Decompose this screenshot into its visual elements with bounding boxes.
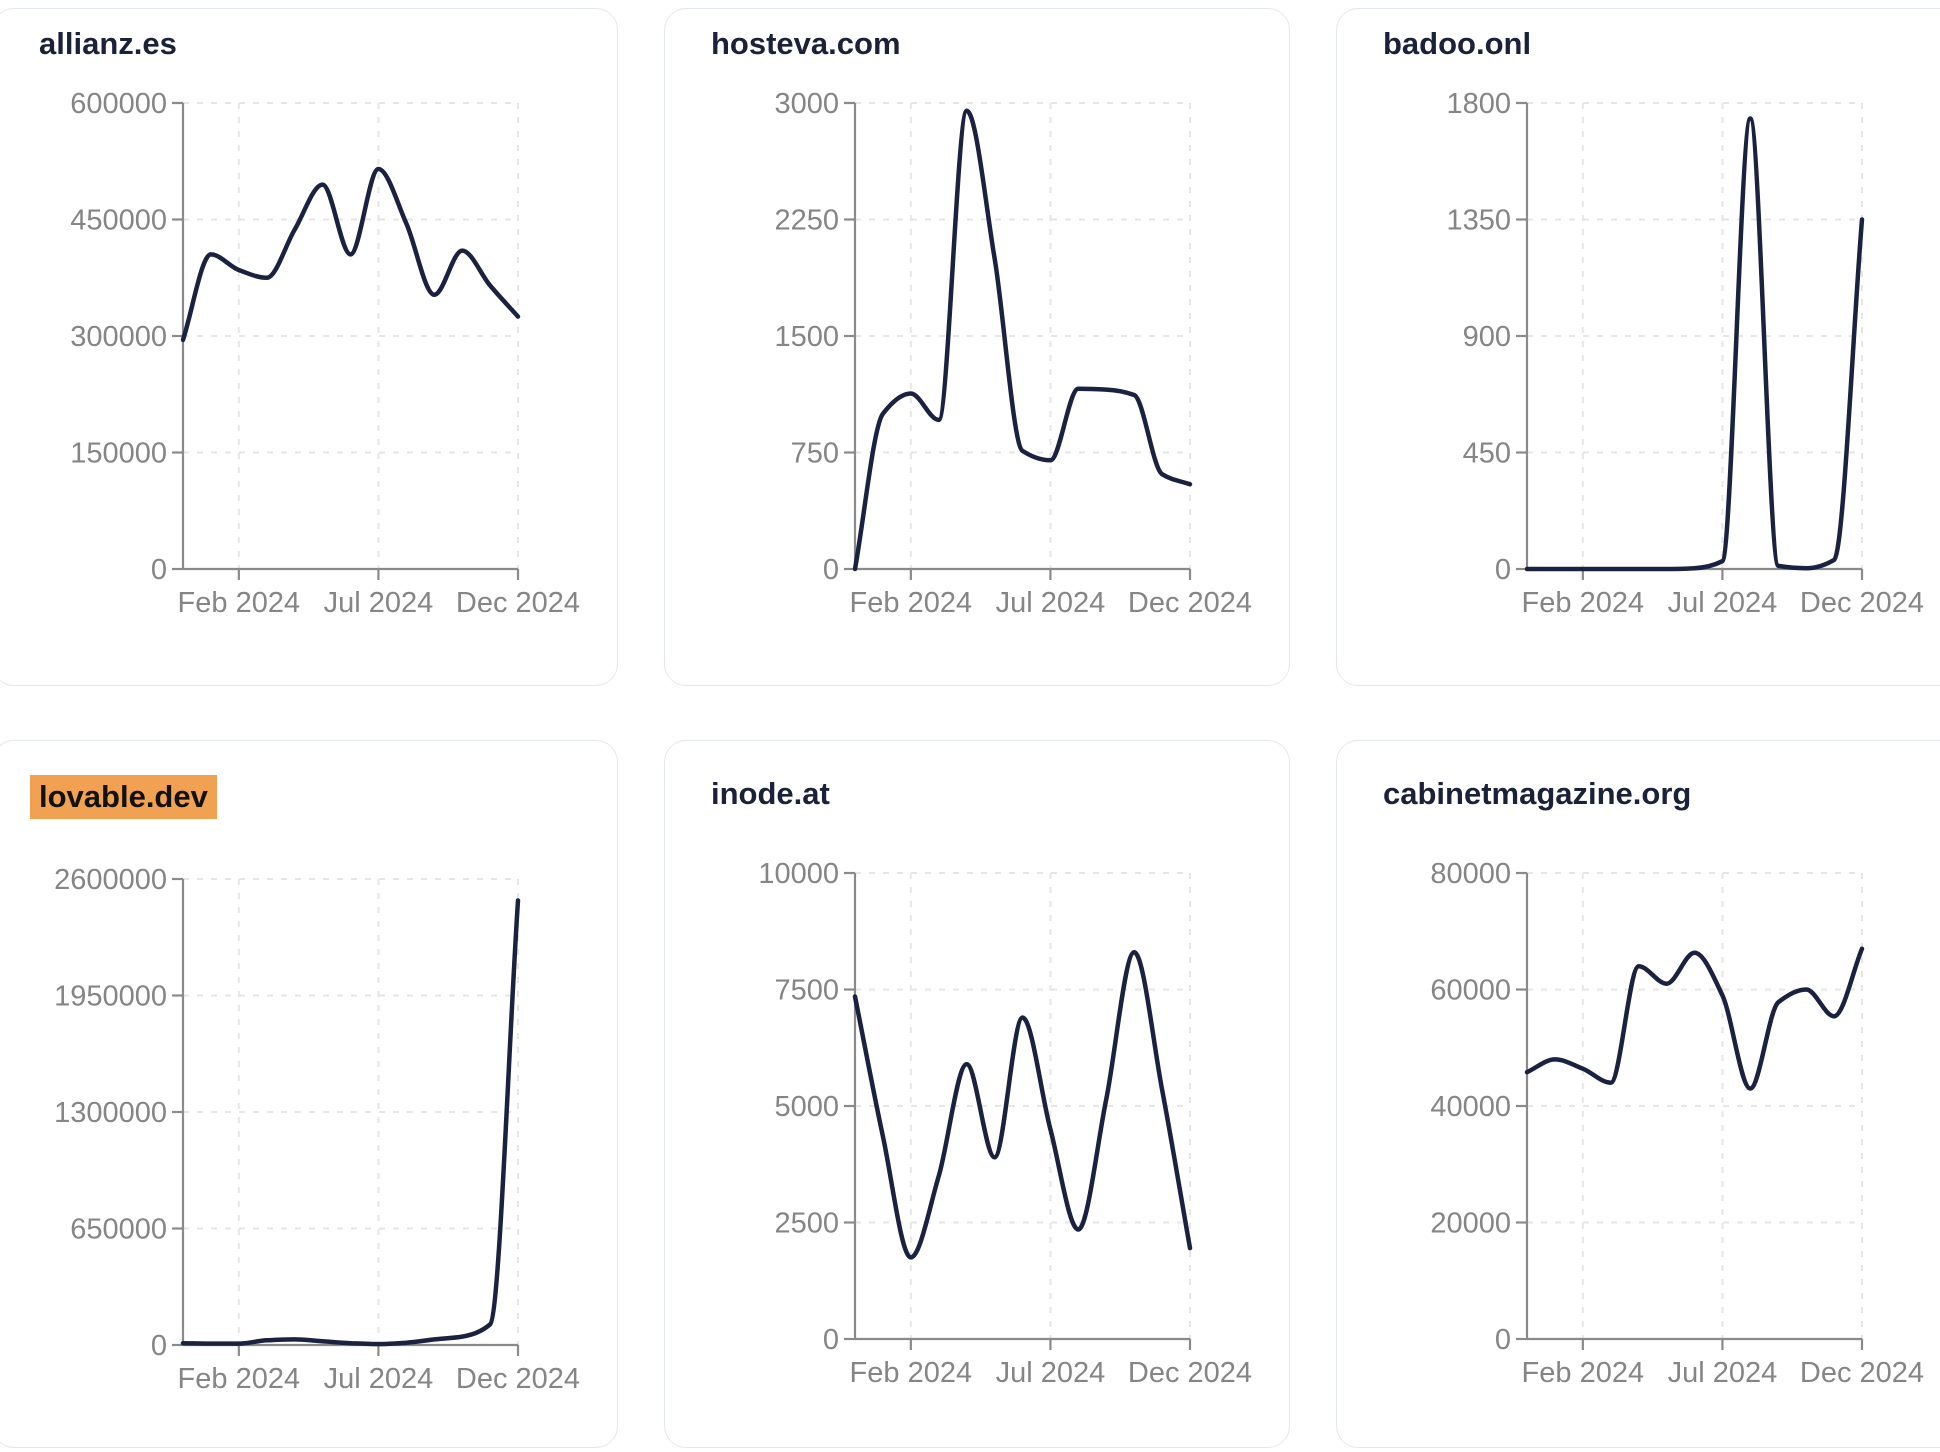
chart-card-allianz: allianz.es 0 150000 300000 450000 600000 Feb … [0,8,618,686]
domain-label: badoo.onl [1383,26,1532,61]
chart-title: hosteva.com [711,25,1289,63]
y-tick-label: 1500 [774,321,839,353]
line-chart: 0 450 900 1350 1800 Feb 2024 Jul 2024 Dec 2024 [1446,88,1924,619]
chart-grid: allianz.es 0 150000 300000 450000 600000 Feb … [0,8,1940,1448]
x-tick-label: Jul 2024 [324,587,434,619]
y-tick-label: 650000 [70,1214,167,1246]
chart-title: allianz.es [39,25,617,63]
y-tick-label: 2500 [774,1208,839,1240]
y-tick-label: 750 [791,438,839,470]
x-tick-label: Feb 2024 [178,1363,301,1395]
chart-title: cabinetmagazine.org [1383,775,1940,813]
x-tick-label: Feb 2024 [1522,587,1645,619]
y-tick-label: 450000 [70,205,167,237]
x-tick-label: Dec 2024 [456,587,580,619]
y-tick-label: 80000 [1430,858,1511,890]
chart-card-badoo: badoo.onl 0 450 900 1350 1800 Feb 2024 Jul 202… [1336,8,1940,686]
x-tick-label: Feb 2024 [1522,1357,1645,1389]
trend-line [180,166,521,343]
trend-line [180,898,521,1347]
line-chart: 0 650000 1300000 1950000 2600000 Feb 2024 Jul … [54,864,580,1395]
chart-title: inode.at [711,775,1289,813]
line-chart: 0 750 1500 2250 3000 Feb 2024 Jul 2024 Dec 2024 [774,88,1252,619]
y-tick-label: 2250 [774,205,839,237]
y-tick-label: 1300000 [54,1097,167,1129]
y-tick-label: 20000 [1430,1208,1511,1240]
trend-line [1524,946,1865,1091]
trend-line [852,949,1193,1260]
y-tick-label: 600000 [70,88,167,120]
x-tick-label: Feb 2024 [178,587,301,619]
domain-label: cabinetmagazine.org [1383,776,1692,811]
y-tick-label: 0 [1495,1324,1511,1356]
line-chart: 0 2500 5000 7500 10000 Feb 2024 Jul 2024 Dec 20… [758,858,1252,1389]
chart-title: lovable.dev [30,775,617,819]
chart-card-cabinetmagazine: cabinetmagazine.org 0 20000 40000 60000 8000… [1336,740,1940,1448]
trend-line [852,108,1193,572]
line-chart: 0 20000 40000 60000 80000 Feb 2024 Jul 2024 Dec… [1430,858,1924,1389]
domain-label: hosteva.com [711,26,901,61]
y-tick-label: 0 [823,554,839,586]
y-tick-label: 0 [823,1324,839,1356]
x-tick-label: Dec 2024 [1800,1357,1924,1389]
x-tick-label: Feb 2024 [850,587,973,619]
x-tick-label: Dec 2024 [1128,1357,1252,1389]
y-tick-label: 0 [1495,554,1511,586]
y-tick-label: 7500 [774,975,839,1007]
chart-card-inode: inode.at 0 2500 5000 7500 10000 Feb 2024 Jul 2… [664,740,1290,1448]
domain-label-highlighted: lovable.dev [30,775,217,819]
line-chart: 0 150000 300000 450000 600000 Feb 2024 Jul 202… [70,88,580,619]
domain-label: inode.at [711,776,830,811]
x-tick-label: Jul 2024 [996,1357,1106,1389]
chart-card-hosteva: hosteva.com 0 750 1500 2250 3000 Feb 2024 Jul … [664,8,1290,686]
x-tick-label: Jul 2024 [1668,587,1778,619]
y-tick-label: 1350 [1446,205,1511,237]
y-tick-label: 0 [151,554,167,586]
domain-label: allianz.es [39,26,177,61]
y-tick-label: 900 [1463,321,1511,353]
x-tick-label: Jul 2024 [1668,1357,1778,1389]
y-tick-label: 150000 [70,438,167,470]
y-tick-label: 10000 [758,858,839,890]
chart-card-lovable: lovable.dev 0 650000 1300000 1950000 2600000… [0,740,618,1448]
y-tick-label: 1800 [1446,88,1511,120]
x-tick-label: Dec 2024 [1800,587,1924,619]
y-tick-label: 60000 [1430,975,1511,1007]
x-tick-label: Dec 2024 [456,1363,580,1395]
y-tick-label: 40000 [1430,1091,1511,1123]
trend-line [1524,116,1865,572]
y-tick-label: 450 [1463,438,1511,470]
y-tick-label: 3000 [774,88,839,120]
x-tick-label: Dec 2024 [1128,587,1252,619]
chart-title: badoo.onl [1383,25,1940,63]
y-tick-label: 1950000 [54,981,167,1013]
x-tick-label: Jul 2024 [324,1363,434,1395]
y-tick-label: 0 [151,1330,167,1362]
x-tick-label: Feb 2024 [850,1357,973,1389]
y-tick-label: 5000 [774,1091,839,1123]
y-tick-label: 300000 [70,321,167,353]
y-tick-label: 2600000 [54,864,167,896]
x-tick-label: Jul 2024 [996,587,1106,619]
